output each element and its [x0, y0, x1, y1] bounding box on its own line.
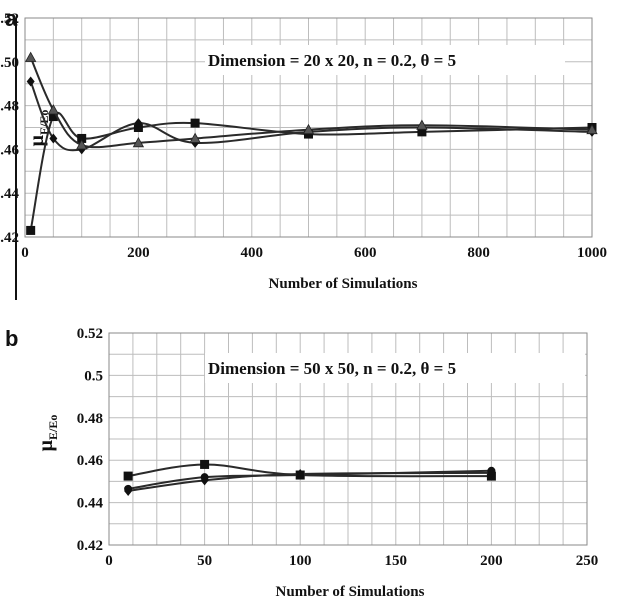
data-point-triangle: [47, 104, 60, 115]
y-tick-label: 0.52: [0, 11, 19, 27]
x-axis-title: Number of Simulations: [269, 276, 418, 292]
data-point-square: [77, 133, 87, 143]
series-line: [127, 469, 492, 490]
y-tick-label: 0.44: [0, 186, 20, 202]
y-tick-label: 0.46: [0, 142, 20, 158]
y-tick-label: 0.44: [77, 496, 104, 512]
y-tick-label: 0.5: [84, 368, 103, 384]
x-tick-label: 1000: [577, 245, 607, 261]
data-point-diamond: [26, 76, 35, 87]
x-axis-title: Number of Simulations: [276, 584, 425, 600]
panel-label: b: [5, 326, 18, 351]
y-axis-title: μE/Eo: [35, 415, 60, 452]
y-tick-label: 0.50: [0, 55, 19, 71]
gridlines: [24, 17, 593, 238]
series-triangle: [24, 51, 598, 150]
x-tick-label: 150: [385, 553, 408, 569]
series-circle: [124, 466, 496, 493]
data-point-triangle: [76, 139, 88, 150]
x-tick-label: 0: [21, 245, 29, 261]
data-point-square: [123, 471, 133, 481]
data-point-triangle: [132, 137, 145, 148]
x-tick-label: 200: [127, 245, 150, 261]
chart-panel-a: 0.42 0.44 0.46 0.48 0.50 0.52 0 200 400 600 800 100…: [0, 6, 607, 300]
x-tick-label: 600: [354, 245, 377, 261]
y-tick-label: 0.48: [0, 99, 19, 115]
annotation-box: [205, 45, 565, 75]
annotation-box: [205, 353, 585, 383]
data-point-triangle: [189, 132, 201, 143]
x-tick-label: 250: [576, 553, 599, 569]
x-tick-label: 800: [467, 245, 490, 261]
data-point-square: [190, 118, 200, 128]
data-point-diamond: [49, 133, 58, 144]
chart-annotation: Dimension = 50 x 50, n = 0.2, θ = 5: [208, 359, 456, 378]
data-point-square: [200, 459, 210, 469]
series-line: [127, 463, 492, 478]
data-point-circle: [296, 471, 305, 480]
data-point-triangle: [416, 119, 428, 130]
x-tick-label: 50: [197, 553, 212, 569]
data-point-triangle: [586, 123, 598, 135]
x-tick-label: 100: [289, 553, 312, 569]
data-point-square: [26, 225, 36, 235]
data-point-diamond: [134, 118, 143, 129]
chart-panel-b: 0.42 0.44 0.46 0.48 0.5 0.52 0 50 100 150 200 250 Nu…: [5, 326, 598, 600]
y-tick-label: 0.48: [77, 411, 103, 427]
data-point-square: [48, 112, 58, 122]
data-point-triangle: [302, 123, 315, 135]
y-tick-label: 0.42: [77, 538, 103, 554]
data-point-triangle: [24, 51, 37, 62]
x-tick-label: 400: [241, 245, 264, 261]
y-tick-label: 0.46: [77, 453, 104, 469]
plot-frame: [108, 332, 588, 546]
data-point-circle: [124, 484, 133, 493]
data-point-circle: [487, 466, 496, 475]
data-point-circle: [200, 473, 209, 482]
y-tick-label: 0.42: [0, 230, 19, 246]
chart-annotation: Dimension = 20 x 20, n = 0.2, θ = 5: [208, 51, 456, 70]
x-tick-label: 200: [480, 553, 503, 569]
x-tick-label: 0: [105, 553, 113, 569]
y-tick-label: 0.52: [77, 326, 103, 342]
panel-label: a: [5, 6, 18, 31]
